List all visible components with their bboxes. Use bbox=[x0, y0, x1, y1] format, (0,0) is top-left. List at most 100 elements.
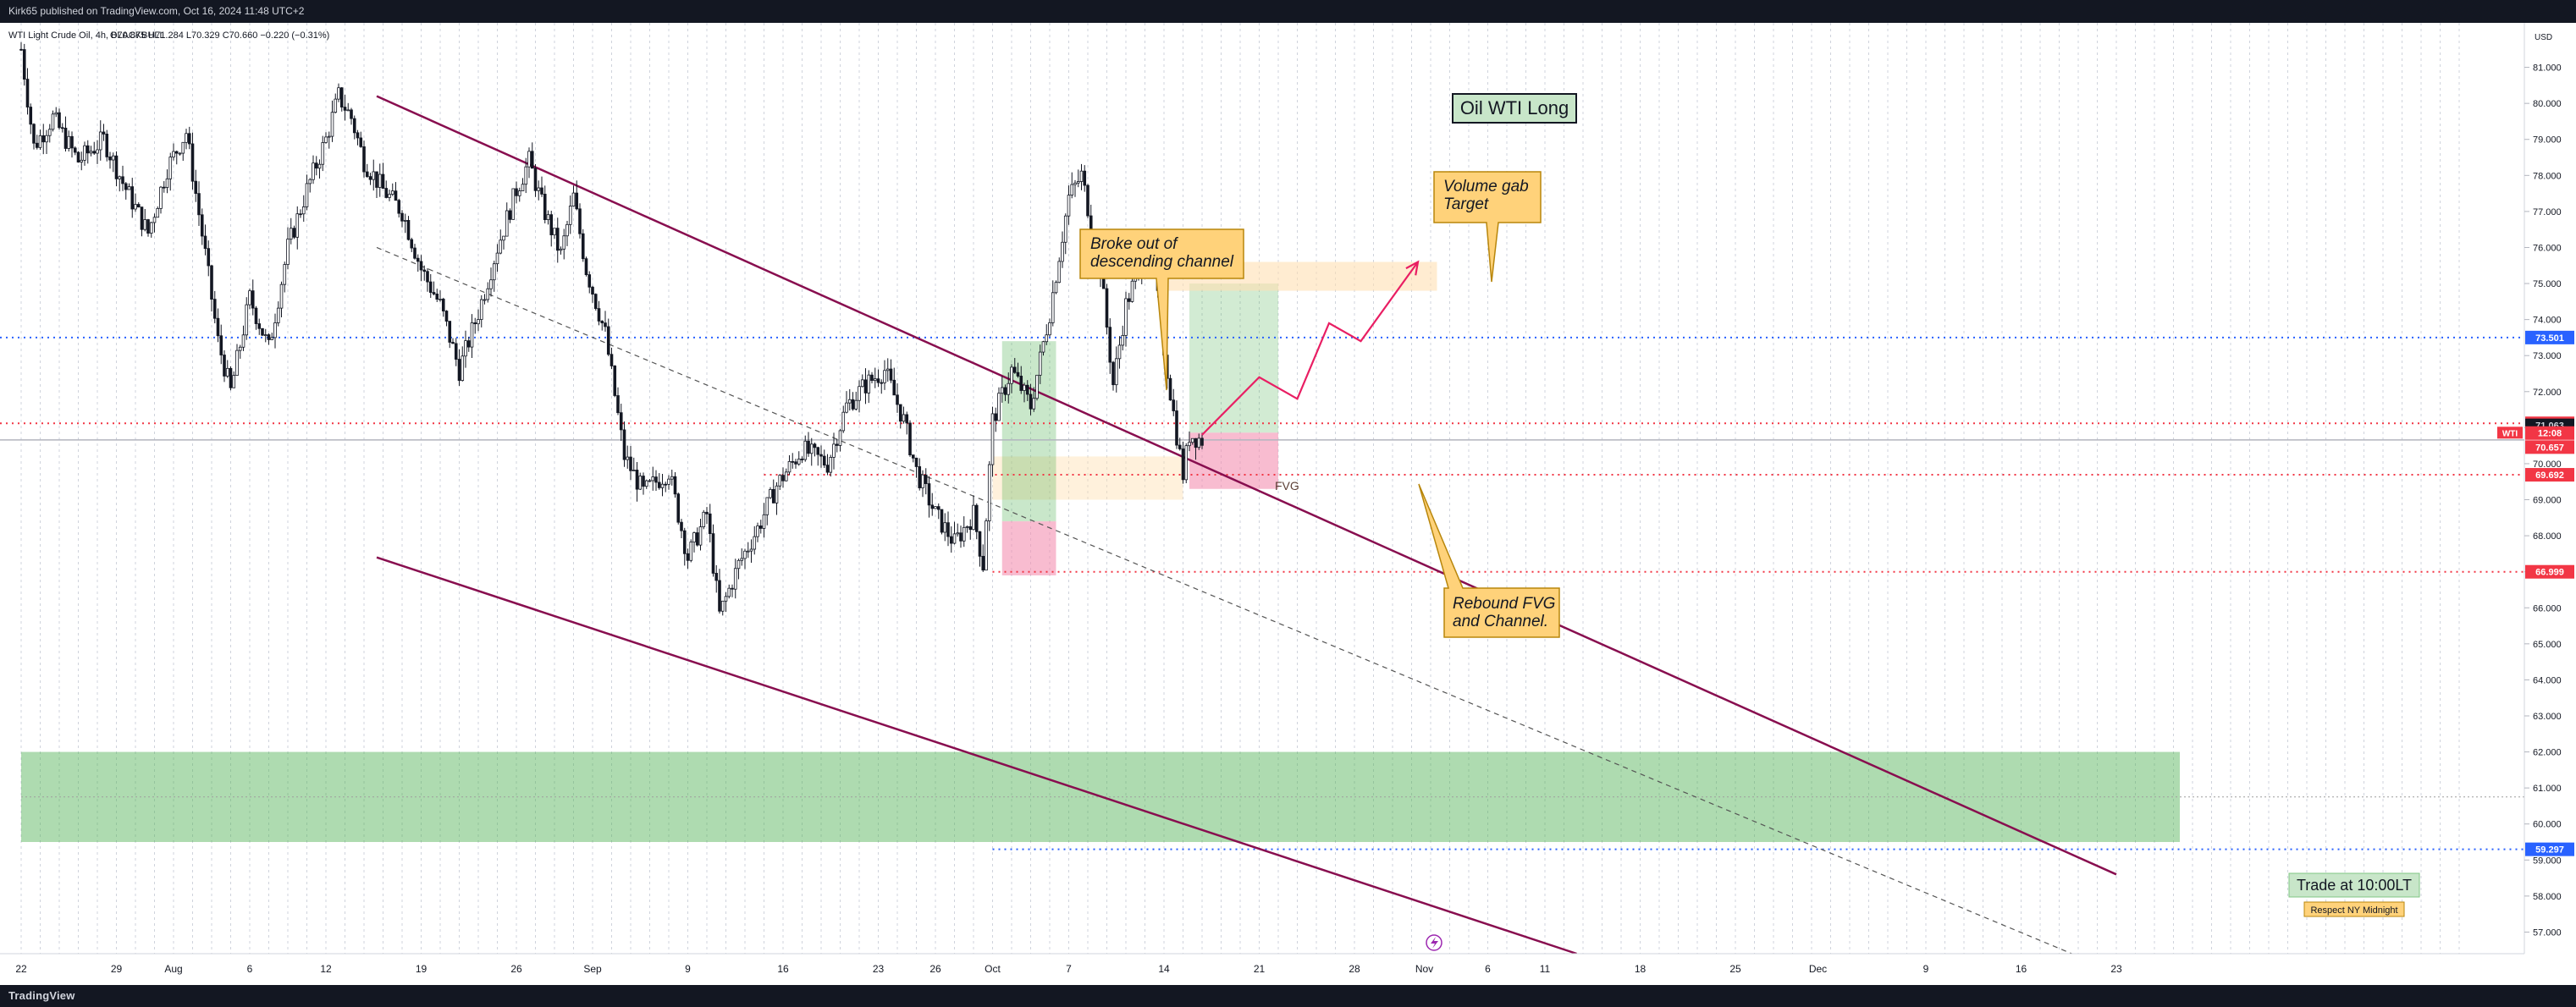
candle-body bbox=[974, 504, 979, 532]
candle-body bbox=[390, 190, 394, 195]
y-tick-label: 59.000 bbox=[2533, 856, 2562, 866]
candle-body bbox=[972, 504, 975, 531]
candle-body bbox=[581, 233, 585, 260]
time-axis[interactable]: 22 29 Aug 6 12 19 26 Sep 9 16 23 26 Oct 7 14 21 28 Nov 6 11… bbox=[0, 953, 2524, 985]
candle-body bbox=[1045, 334, 1049, 343]
candle-body bbox=[32, 124, 36, 144]
rebound-callout[interactable]: Rebound FVG and Channel. bbox=[1418, 483, 1560, 638]
candle-body bbox=[527, 151, 531, 168]
candle-body bbox=[454, 343, 458, 360]
candle-body bbox=[682, 530, 687, 554]
tradingview-logo[interactable]: TradingView bbox=[8, 989, 75, 1002]
candle-body bbox=[749, 548, 753, 552]
candle-body bbox=[80, 159, 84, 162]
candle-body bbox=[1079, 170, 1084, 182]
candle-body bbox=[444, 311, 449, 322]
level-badge-label: 66.999 bbox=[2535, 568, 2564, 578]
candle-body bbox=[616, 395, 620, 414]
candle-body bbox=[162, 186, 166, 189]
channel-lower-line bbox=[376, 556, 1577, 955]
candle-body bbox=[346, 109, 350, 112]
breakout-callout[interactable]: Broke out of descending channel bbox=[1079, 228, 1244, 391]
candle-body bbox=[152, 217, 157, 223]
candle-body bbox=[1188, 442, 1191, 447]
y-tick-label: 79.000 bbox=[2533, 135, 2562, 146]
candle-body bbox=[934, 506, 937, 509]
candle-body bbox=[673, 476, 677, 495]
candle-body bbox=[1061, 241, 1064, 262]
candle-body bbox=[676, 493, 681, 523]
candle-body bbox=[896, 394, 899, 405]
candle-body bbox=[397, 200, 401, 214]
level-badge-label: 69.692 bbox=[2535, 470, 2564, 481]
candle-body bbox=[1035, 374, 1039, 399]
candle-body bbox=[638, 476, 643, 490]
candle-body bbox=[1175, 410, 1178, 446]
trade-note[interactable]: Trade at 10:00LT bbox=[2288, 872, 2420, 898]
candle-body bbox=[667, 478, 670, 485]
candle-body bbox=[394, 190, 398, 201]
candle-body bbox=[378, 173, 382, 188]
candle-body bbox=[85, 145, 90, 154]
candle-body bbox=[51, 113, 55, 130]
candle-body bbox=[403, 220, 407, 222]
candle-body bbox=[140, 206, 144, 230]
candle-body bbox=[885, 368, 890, 371]
candle-body bbox=[841, 411, 846, 432]
price-badge bbox=[2525, 440, 2574, 454]
candle-body bbox=[251, 290, 255, 309]
candle-body bbox=[457, 359, 461, 381]
candle-body bbox=[1124, 298, 1128, 336]
candle-body bbox=[515, 188, 518, 196]
price-axis[interactable]: USD 81.000 80.000 79.000 78.000 77.000 76.000… bbox=[2497, 23, 2576, 985]
target-callout[interactable]: Volume gab Target bbox=[1433, 171, 1542, 283]
flash-icon[interactable] bbox=[1426, 934, 1442, 951]
candle-body bbox=[35, 142, 39, 148]
candle-body bbox=[1025, 384, 1029, 395]
candle-body bbox=[190, 143, 195, 182]
candle-body bbox=[720, 600, 725, 612]
candle-body bbox=[784, 471, 788, 481]
candle-body bbox=[317, 163, 322, 169]
candle-body bbox=[635, 470, 639, 490]
candle-body bbox=[1000, 387, 1004, 394]
candle-body bbox=[1127, 298, 1131, 302]
candle-body bbox=[775, 485, 779, 504]
candle-body bbox=[114, 155, 119, 179]
candle-body bbox=[63, 127, 68, 149]
y-tick-label: 68.000 bbox=[2533, 531, 2562, 542]
candle-body bbox=[1114, 358, 1118, 386]
candle-body bbox=[111, 155, 115, 161]
candle-body bbox=[546, 214, 550, 221]
candle-body bbox=[508, 210, 512, 220]
respect-note[interactable]: Respect NY Midnight bbox=[2303, 901, 2405, 917]
candle-body bbox=[610, 354, 614, 366]
candle-body bbox=[863, 379, 868, 393]
candle-body bbox=[689, 542, 693, 561]
candle-body bbox=[832, 443, 836, 458]
candle-body bbox=[778, 475, 782, 487]
candle-body bbox=[758, 526, 763, 529]
candle-body bbox=[299, 213, 302, 216]
y-tick-label: 78.000 bbox=[2533, 171, 2562, 181]
candle-body bbox=[746, 550, 750, 553]
candle-body bbox=[229, 367, 233, 388]
candle-body bbox=[727, 587, 731, 597]
candle-body bbox=[1108, 327, 1112, 363]
candle-body bbox=[892, 379, 896, 396]
channel-mid-line bbox=[376, 246, 2072, 955]
price-chart[interactable]: WTI Light Crude Oil, 4h, BLACKBULL O70.8… bbox=[0, 23, 2576, 985]
candle-body bbox=[838, 430, 842, 446]
candle-body bbox=[156, 207, 160, 218]
candle-body bbox=[89, 151, 93, 154]
chart-title-box[interactable]: Oil WTI Long bbox=[1452, 93, 1577, 124]
candle-body bbox=[771, 488, 775, 504]
long-profit bbox=[1189, 283, 1278, 433]
candle-body bbox=[553, 228, 556, 235]
candle-body bbox=[1130, 280, 1134, 302]
candle-body bbox=[238, 346, 242, 351]
candle-body bbox=[829, 457, 833, 473]
candle-body bbox=[924, 474, 928, 484]
candle-body bbox=[686, 553, 690, 561]
candle-body bbox=[232, 375, 236, 388]
